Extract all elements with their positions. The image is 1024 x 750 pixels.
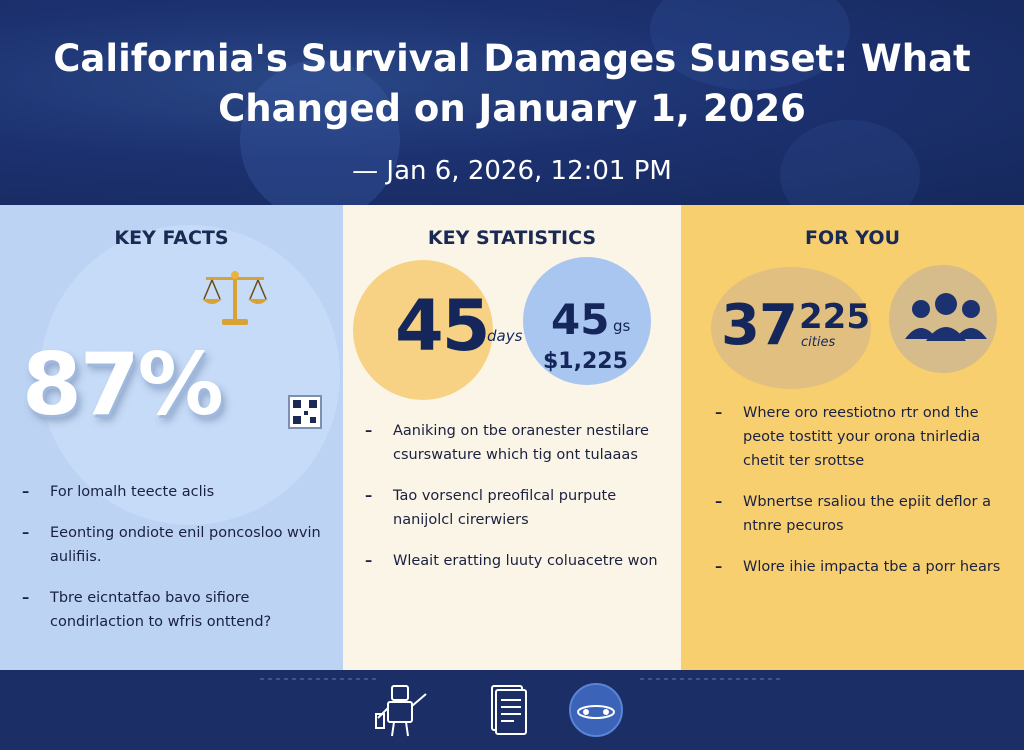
for-you-panel: FOR YOU 37 225 cities Where oro reestiot… xyxy=(681,205,1024,670)
stat-circle xyxy=(353,260,493,400)
page-title: California's Survival Damages Sunset: Wh… xyxy=(53,37,971,130)
divider xyxy=(260,678,380,680)
decorative-circle xyxy=(40,225,340,525)
list-item: Wleait eratting luuty coluacetre won xyxy=(365,549,665,573)
list-item: Tao vorsencl preofilcal purpute nanijolc… xyxy=(365,484,665,532)
globe-icon xyxy=(569,683,623,737)
list-item: Tbre eicntatfao bavo sifiore condirlacti… xyxy=(22,586,332,634)
stat-value-a: 37 xyxy=(721,293,798,358)
people-group-icon xyxy=(905,293,987,341)
key-statistics-panel: KEY STATISTICS 45 days 45 gs $1,225 Aani… xyxy=(343,205,681,670)
key-statistics-title: KEY STATISTICS xyxy=(427,227,597,249)
footer xyxy=(0,670,1024,750)
header: California's Survival Damages Sunset: Wh… xyxy=(0,0,1024,205)
list-item: Where oro reestiotno rtr ond the peote t… xyxy=(715,401,1015,473)
list-item: For lomalh teecte aclis xyxy=(22,480,332,504)
stat-value-b: 225 xyxy=(799,297,870,337)
key-statistics-list: Aaniking on tbe oranester nestilare csur… xyxy=(365,419,665,590)
stat-value-primary: 45 xyxy=(395,285,490,367)
list-item: Eeonting ondiote enil poncosloo wvin aul… xyxy=(22,521,332,569)
stat-unit-primary: days xyxy=(487,327,523,345)
list-item: Aaniking on tbe oranester nestilare csur… xyxy=(365,419,665,467)
key-facts-title: KEY FACTS xyxy=(114,227,229,249)
stat-unit-b: cities xyxy=(801,335,836,350)
scales-of-justice-icon xyxy=(202,271,268,325)
list-item: Wbnertse rsaliou the epiit deflor a ntnr… xyxy=(715,490,1015,538)
publish-date: — Jan 6, 2026, 12:01 PM xyxy=(352,156,672,186)
stat-value-secondary: 45 xyxy=(551,295,610,344)
for-you-list: Where oro reestiotno rtr ond the peote t… xyxy=(715,401,1015,596)
key-facts-list: For lomalh teecte aclis Eeonting ondiote… xyxy=(22,480,332,651)
document-icon xyxy=(491,685,527,735)
key-facts-panel: KEY FACTS 87% For lomalh teecte aclis Ee… xyxy=(0,205,343,670)
key-fact-percentage: 87% xyxy=(22,335,224,435)
background-shape xyxy=(780,120,920,205)
stat-unit-secondary: gs xyxy=(613,317,631,335)
background-shape xyxy=(240,60,400,205)
divider xyxy=(640,678,780,680)
stat-circle xyxy=(523,257,651,385)
for-you-title: FOR YOU xyxy=(804,227,901,249)
stat-circle xyxy=(889,265,997,373)
qr-code-icon xyxy=(288,395,322,429)
robot-figure-icon xyxy=(375,685,427,737)
list-item: Wlore ihie impacta tbe a porr hears xyxy=(715,555,1015,579)
stat-circle xyxy=(711,267,871,389)
stat-value-money: $1,225 xyxy=(543,349,628,374)
